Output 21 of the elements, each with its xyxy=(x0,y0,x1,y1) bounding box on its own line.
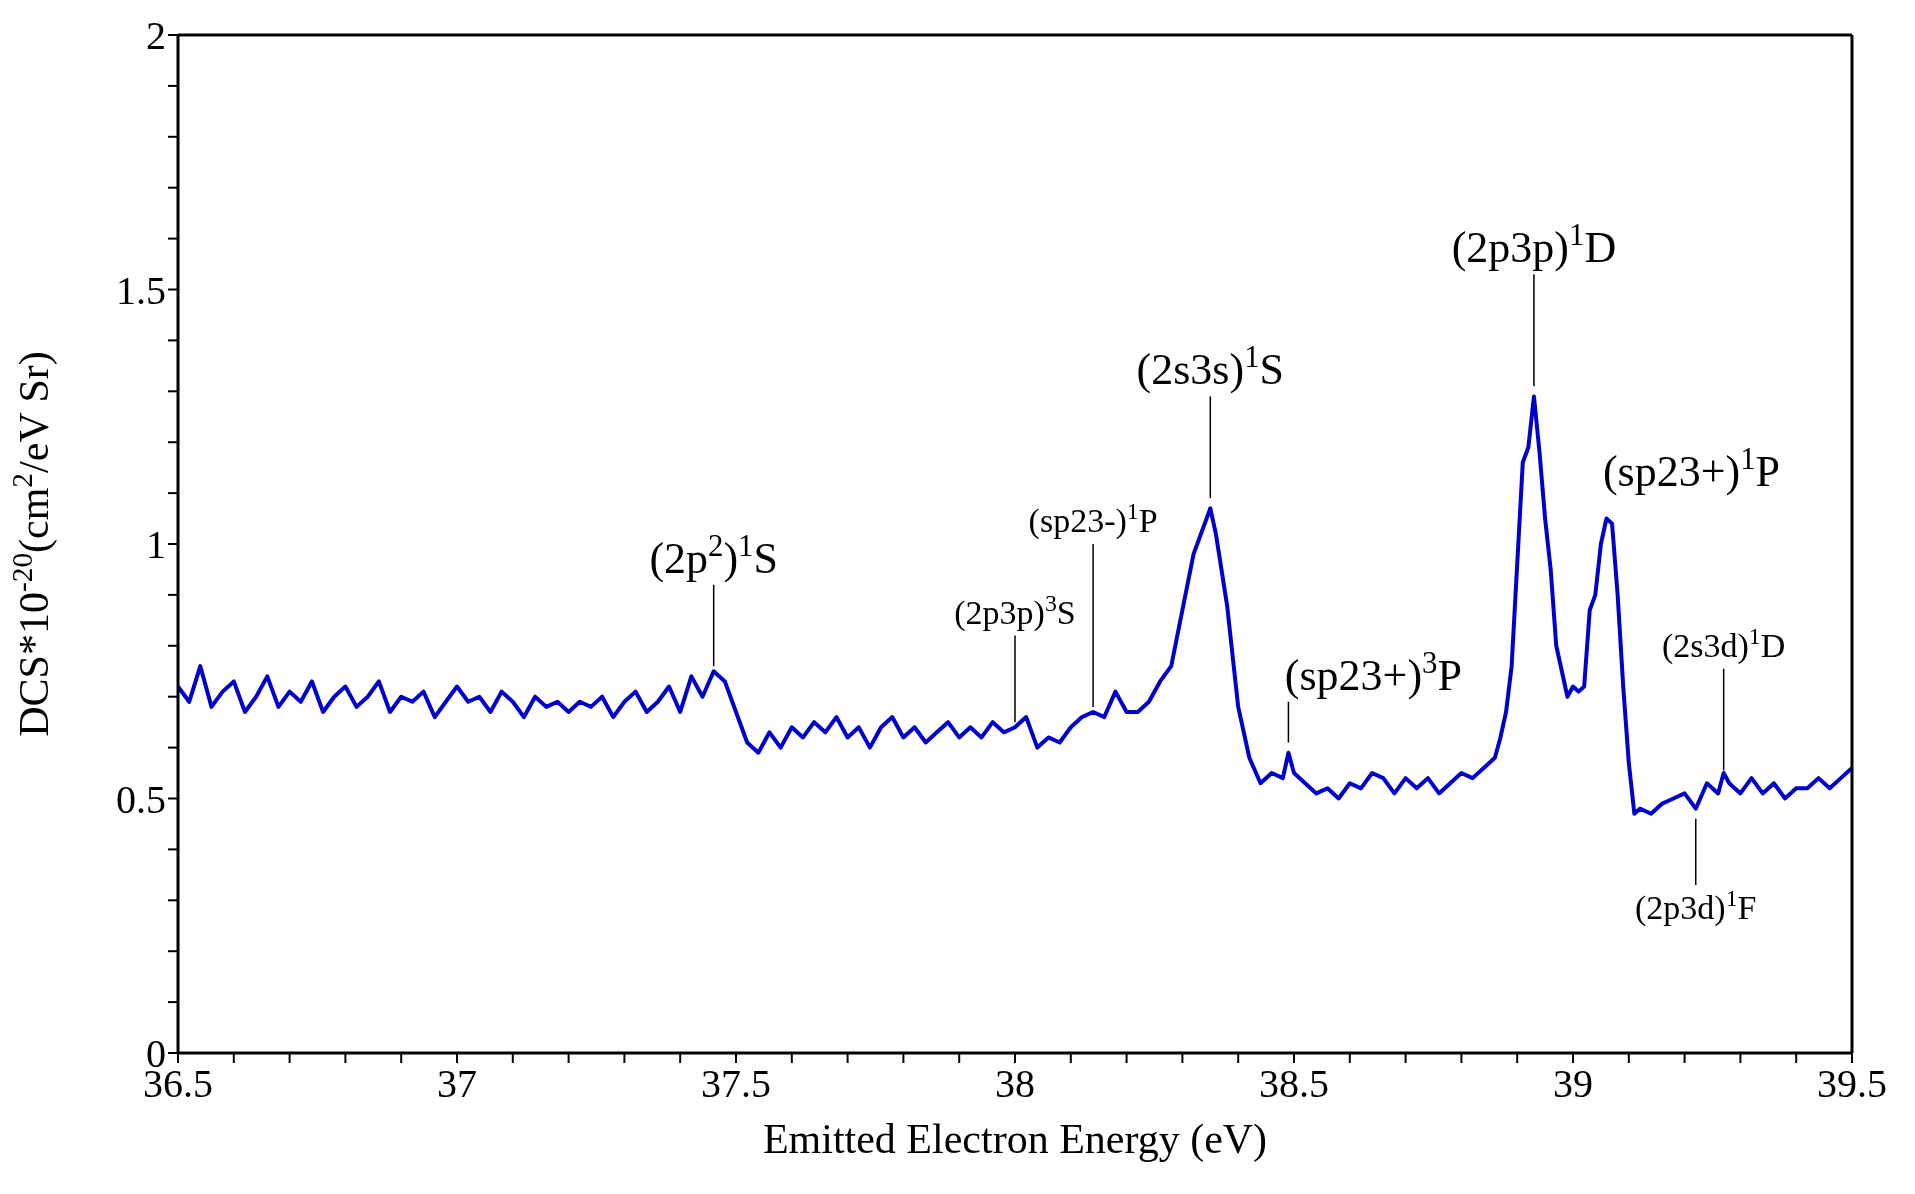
y-tick-label: 1 xyxy=(146,522,166,568)
y-tick-label: 2 xyxy=(146,13,166,59)
y-tick-label: 0.5 xyxy=(116,776,166,822)
x-tick-label: 39.5 xyxy=(1817,1061,1887,1107)
x-tick-label: 37.5 xyxy=(701,1061,771,1107)
annotation: (2p3p)$^{3}$S xyxy=(954,589,1076,632)
x-axis-title: Emitted Electron Energy (eV) xyxy=(762,1115,1268,1163)
annotation: (2s3d)$^{1}$D xyxy=(1661,622,1786,665)
annotation: (sp23-)$^{1}$P xyxy=(1028,498,1158,540)
annotation: (2p3d)$^{1}$F xyxy=(1635,885,1757,928)
annotation: (2s3s)$^{1}$S xyxy=(1136,340,1285,395)
annotation: (2p$^{2}$)$^{1}$S xyxy=(649,528,778,583)
x-tick-label: 38 xyxy=(995,1061,1035,1107)
x-tick-label: 38.5 xyxy=(1259,1061,1329,1107)
x-tick-label: 37 xyxy=(437,1061,477,1107)
annotation: (2p3p)$^{1}$D xyxy=(1451,218,1617,273)
line-series xyxy=(178,394,1852,816)
annotation: (sp23+)$^{1}$P xyxy=(1602,442,1781,497)
x-tick-label: 39 xyxy=(1553,1061,1593,1107)
y-tick-label: 1.5 xyxy=(116,267,166,313)
annotation: (sp23+)$^{3}$P xyxy=(1284,645,1462,700)
